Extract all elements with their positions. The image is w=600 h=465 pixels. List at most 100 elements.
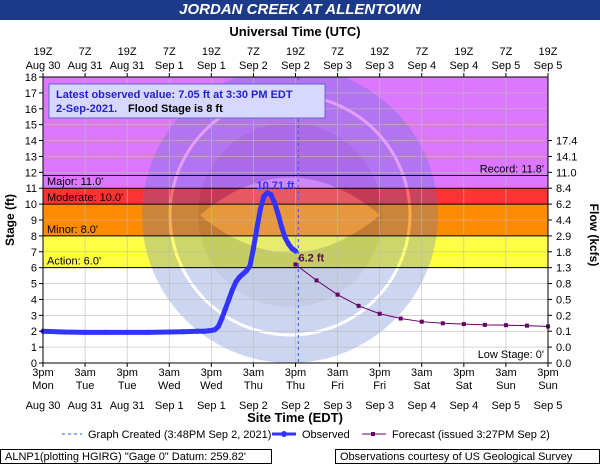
bottom-tick-date: Aug 30	[26, 400, 61, 412]
threshold-record-label: Record: 11.8'	[480, 164, 544, 176]
top-tick-date: Sep 5	[534, 60, 563, 72]
y-tick-label: 15	[25, 120, 37, 132]
observed-point	[82, 329, 88, 335]
observed-point	[285, 241, 292, 247]
flow-tick-label: 0.5	[556, 294, 571, 306]
bottom-tick-day: Mon	[32, 380, 53, 392]
threshold-major-label: Major: 11.0'	[47, 176, 103, 188]
observed-point	[236, 274, 242, 280]
bottom-tick-date: Sep 4	[407, 400, 436, 412]
observed-point	[61, 329, 67, 335]
top-axis-label: Universal Time (UTC)	[229, 24, 360, 39]
y2-axis-label: Flow (kcfs)	[587, 204, 600, 267]
top-tick-date: Sep 1	[155, 60, 184, 72]
legend-observed: Observed	[302, 429, 350, 441]
flow-tick-label: 1.3	[556, 263, 571, 275]
latest-value-box: Latest observed value: 7.05 ft at 3:30 P…	[48, 83, 326, 119]
top-tick-date: Aug 31	[110, 60, 145, 72]
observed-point	[250, 246, 257, 252]
observed-point	[212, 327, 218, 333]
legend-forecast: Forecast (issued 3:27PM Sep 2)	[392, 429, 550, 441]
y-tick-label: 17	[25, 88, 37, 100]
bottom-tick-day: Sat	[456, 380, 473, 392]
legend-created: Graph Created (3:48PM Sep 2, 2021)	[88, 429, 271, 441]
top-tick-date: Aug 31	[68, 60, 103, 72]
forecast-point	[461, 322, 466, 327]
top-tick-hour: 7Z	[79, 46, 92, 58]
bottom-tick-day: Sun	[496, 380, 516, 392]
y-tick-label: 18	[25, 72, 37, 84]
observed-point	[219, 315, 225, 322]
forecast-point	[419, 319, 424, 324]
y-tick-label: 13	[25, 151, 37, 163]
observed-point	[268, 191, 274, 198]
bottom-tick-date: Sep 1	[155, 400, 184, 412]
bottom-tick-time: 3pm	[537, 367, 558, 379]
y-tick-label: 14	[25, 136, 37, 148]
top-tick-hour: 7Z	[247, 46, 260, 58]
top-tick-hour: 7Z	[415, 46, 428, 58]
y-tick-label: 12	[25, 167, 37, 179]
observed-point	[215, 323, 221, 330]
bottom-tick-time: 3pm	[369, 367, 390, 379]
bottom-tick-day: Fri	[373, 380, 386, 392]
observed-point	[124, 329, 130, 335]
y-tick-label: 9	[31, 215, 37, 227]
y-tick-label: 7	[31, 247, 37, 259]
flow-tick-label: 0.0	[556, 358, 571, 370]
observed-point	[166, 329, 172, 335]
threshold-minor-label: Minor: 8.0'	[47, 224, 98, 236]
y-tick-label: 16	[25, 104, 37, 116]
data-series: 10.71 ft 6.2 ft	[40, 180, 550, 335]
forecast-point	[503, 323, 508, 328]
forecast-point	[398, 316, 403, 321]
bottom-tick-time: 3pm	[201, 367, 222, 379]
observed-point	[240, 271, 246, 277]
x-axis-label: Site Time (EDT)	[247, 410, 343, 425]
bottom-tick-date: Sep 3	[365, 400, 394, 412]
observed-point	[145, 329, 151, 335]
bottom-tick-time: 3pm	[285, 367, 306, 379]
peak-annotation: 10.71 ft	[256, 180, 294, 192]
y-tick-label: 3	[31, 310, 37, 322]
threshold-lines: Record: 11.8' Major: 11.0' Moderate: 10.0'…	[43, 164, 548, 361]
bottom-tick-date: Sep 5	[492, 400, 521, 412]
axes: 01234567891011121314151617180.00.00.10.2…	[3, 24, 600, 425]
flow-tick-label: 8.4	[556, 183, 571, 195]
datum-footer: ALNP1(plotting HGIRG) "Gage 0" Datum: 25…	[0, 449, 272, 464]
forecast-point	[356, 303, 361, 308]
bottom-tick-date: Sep 5	[534, 400, 563, 412]
bottom-tick-date: Sep 2	[281, 400, 310, 412]
bottom-tick-date: Aug 31	[110, 400, 145, 412]
bottom-tick-time: 3am	[411, 367, 432, 379]
top-tick-hour: 19Z	[34, 46, 53, 58]
top-tick-hour: 19Z	[539, 46, 558, 58]
flow-tick-label: 4.4	[556, 215, 571, 227]
latest-date-text: 2-Sep-2021.	[56, 103, 117, 115]
y-tick-label: 10	[25, 199, 37, 211]
bottom-tick-time: 3pm	[116, 367, 137, 379]
top-tick-date: Sep 4	[449, 60, 478, 72]
bottom-tick-day: Thu	[286, 380, 305, 392]
observed-point	[271, 199, 278, 206]
observed-point	[222, 306, 228, 312]
y-tick-label: 8	[31, 231, 37, 243]
bottom-tick-time: 3am	[327, 367, 348, 379]
bottom-tick-day: Tue	[76, 380, 95, 392]
bottom-tick-date: Sep 3	[323, 400, 352, 412]
top-tick-hour: 19Z	[370, 46, 389, 58]
bottom-tick-day: Tue	[118, 380, 137, 392]
top-tick-date: Sep 5	[492, 60, 521, 72]
observed-point	[282, 234, 288, 241]
bottom-tick-day: Fri	[331, 380, 344, 392]
bottom-tick-time: 3am	[159, 367, 180, 379]
source-footer: Observations courtesy of US Geological S…	[335, 449, 600, 464]
bottom-tick-date: Sep 4	[449, 400, 478, 412]
flow-tick-label: 0.8	[556, 279, 571, 291]
observed-point	[226, 296, 232, 303]
y-tick-label: 6	[31, 263, 37, 275]
bottom-tick-day: Sat	[413, 380, 430, 392]
flow-tick-label: 6.2	[556, 199, 571, 211]
observed-point	[103, 329, 109, 335]
top-tick-date: Sep 2	[239, 60, 268, 72]
